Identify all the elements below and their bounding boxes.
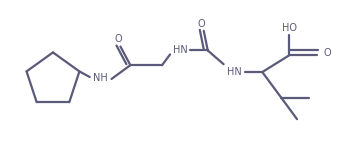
Text: HO: HO — [282, 23, 297, 33]
Text: HN: HN — [173, 45, 187, 56]
Text: HN: HN — [227, 67, 242, 77]
Text: NH: NH — [93, 73, 108, 83]
Text: O: O — [198, 19, 205, 29]
Text: O: O — [324, 48, 331, 58]
Text: O: O — [115, 34, 122, 44]
